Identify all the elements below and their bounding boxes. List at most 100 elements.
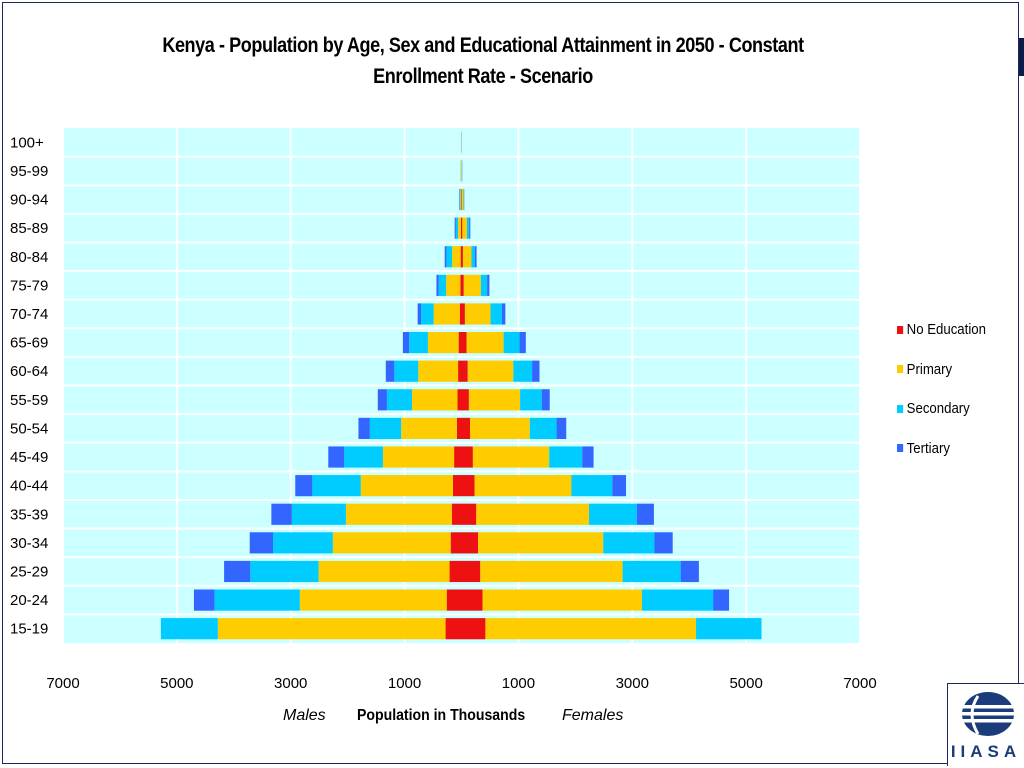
- bar-female-35-39-primary: [476, 503, 590, 525]
- bar-male-30-34-secondary: [273, 532, 333, 554]
- bar-female-15-19-primary: [485, 618, 697, 640]
- bar-male-85-89-primary: [458, 217, 461, 239]
- bar-female-30-34-primary: [478, 532, 604, 554]
- x-tick-1: 5000: [160, 675, 193, 692]
- bar-female-55-59-tertiary: [541, 389, 550, 411]
- age-label-70-74: 70-74: [10, 306, 48, 323]
- bar-male-80-84-no-education: [460, 246, 462, 268]
- bar-female-70-74-no-education: [461, 303, 465, 325]
- bar-male-50-54-tertiary: [358, 417, 370, 440]
- bar-male-20-24-primary: [299, 589, 447, 611]
- x-tick-6: 5000: [729, 675, 762, 692]
- legend-swatch-no-education: [897, 325, 904, 334]
- bar-female-80-84-tertiary: [474, 246, 477, 268]
- bar-female-55-59-primary: [468, 389, 521, 411]
- legend-label-tertiary: Tertiary: [906, 439, 950, 457]
- bar-male-75-79-tertiary: [436, 274, 439, 296]
- bar-male-20-24-tertiary: [193, 589, 215, 611]
- bar-female-75-79-tertiary: [487, 274, 490, 296]
- bar-male-55-59-no-education: [457, 389, 462, 411]
- bar-male-30-34-no-education: [450, 532, 462, 554]
- bar-male-90-94-secondary: [459, 188, 461, 211]
- bar-female-75-79-primary: [463, 274, 481, 296]
- bar-female-35-39-no-education: [461, 503, 477, 525]
- legend-label-no-education: No Education: [906, 321, 986, 339]
- bar-male-35-39-primary: [345, 503, 452, 525]
- bar-male-65-69-primary: [427, 331, 459, 354]
- bar-male-75-79-primary: [446, 274, 461, 296]
- bar-female-30-34-secondary: [603, 532, 655, 554]
- bar-female-60-64-tertiary: [532, 360, 540, 382]
- bar-female-60-64-primary: [467, 360, 514, 382]
- age-label-95-99: 95-99: [10, 163, 48, 180]
- legend: No Education Primary Secondary Tertiary: [897, 310, 998, 468]
- gridlines: [62, 128, 861, 643]
- age-label-60-64: 60-64: [10, 363, 48, 380]
- bar-female-50-54-primary: [470, 417, 530, 440]
- bar-male-55-59-secondary: [386, 389, 412, 411]
- bar-female-80-84-no-education: [461, 246, 463, 268]
- bars: [160, 131, 762, 640]
- bar-male-60-64-primary: [418, 360, 459, 382]
- age-label-35-39: 35-39: [10, 506, 48, 523]
- bar-female-40-44-no-education: [461, 475, 475, 497]
- age-group-labels: 15-19 20-24 25-29 30-34 35-39 40-44 45-49 50-54…: [10, 134, 48, 637]
- bar-male-50-54-primary: [401, 417, 457, 440]
- bar-male-65-69-tertiary: [402, 331, 410, 354]
- bar-male-80-84-primary: [452, 246, 461, 268]
- bar-female-85-89-secondary: [466, 217, 470, 239]
- bar-female-70-74-primary: [464, 303, 491, 325]
- bar-female-35-39-tertiary: [636, 503, 654, 525]
- x-tick-2: 3000: [274, 675, 307, 692]
- bar-female-65-69-tertiary: [519, 331, 526, 354]
- bar-male-75-79-no-education: [460, 274, 462, 296]
- bar-male-80-84-secondary: [446, 246, 453, 268]
- bar-male-65-69-no-education: [458, 331, 462, 354]
- bar-female-45-49-no-education: [461, 446, 473, 468]
- bar-male-35-39-secondary: [291, 503, 346, 525]
- bar-female-25-29-tertiary: [680, 560, 699, 583]
- age-label-30-34: 30-34: [10, 535, 48, 552]
- globe-icon: [958, 692, 1018, 736]
- chart-title: Kenya - Population by Age, Sex and Educa…: [162, 34, 804, 88]
- bar-female-45-49-tertiary: [582, 446, 594, 468]
- bar-female-80-84-primary: [462, 246, 472, 268]
- age-label-40-44: 40-44: [10, 478, 48, 495]
- bar-female-80-84-secondary: [471, 246, 475, 268]
- bar-female-40-44-secondary: [571, 475, 613, 497]
- age-label-80-84: 80-84: [10, 249, 48, 266]
- bar-male-70-74-secondary: [421, 303, 434, 325]
- age-label-20-24: 20-24: [10, 592, 48, 609]
- age-label-85-89: 85-89: [10, 220, 48, 237]
- bar-female-50-54-no-education: [461, 417, 471, 440]
- bar-male-45-49-secondary: [344, 446, 383, 468]
- bar-female-30-34-tertiary: [654, 532, 673, 554]
- bar-male-30-34-primary: [332, 532, 451, 554]
- bar-male-15-19-primary: [217, 618, 446, 640]
- bar-male-40-44-no-education: [452, 475, 462, 497]
- bar-female-15-19-secondary: [696, 618, 762, 640]
- x-tick-5: 3000: [616, 675, 649, 692]
- age-label-100+: 100+: [10, 134, 44, 151]
- males-label: Males: [283, 707, 326, 724]
- x-tick-labels: 7000 5000 3000 1000 1000 3000 5000 7000: [46, 675, 876, 692]
- legend-item-secondary: Secondary: [897, 389, 986, 429]
- bar-female-65-69-primary: [466, 331, 504, 354]
- bar-female-55-59-no-education: [461, 389, 469, 411]
- age-label-15-19: 15-19: [10, 621, 48, 638]
- bar-male-40-44-primary: [360, 475, 453, 497]
- bar-male-15-19-no-education: [445, 618, 462, 640]
- bar-male-65-69-secondary: [409, 331, 428, 354]
- bar-male-70-74-no-education: [459, 303, 462, 325]
- bar-female-15-19-no-education: [461, 618, 486, 640]
- bar-female-75-79-secondary: [480, 274, 488, 296]
- bar-female-60-64-no-education: [461, 360, 468, 382]
- bar-female-50-54-tertiary: [556, 417, 567, 440]
- legend-item-no-education: No Education: [897, 310, 986, 350]
- bar-male-80-84-tertiary: [444, 246, 447, 268]
- bar-female-55-59-secondary: [520, 389, 542, 411]
- bar-female-20-24-primary: [482, 589, 642, 611]
- bar-male-85-89-secondary: [455, 217, 459, 239]
- bar-male-35-39-tertiary: [271, 503, 292, 525]
